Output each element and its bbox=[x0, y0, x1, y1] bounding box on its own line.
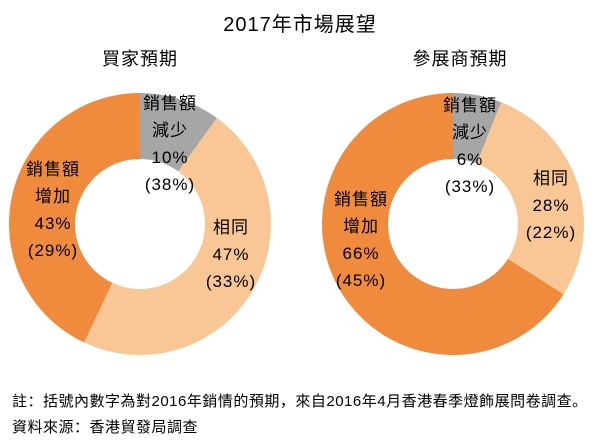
donut-segment-1-相同 bbox=[476, 102, 584, 295]
donut-segment-1-銷售額增加 bbox=[322, 93, 564, 356]
buyers-chart-title: 買家預期 bbox=[102, 49, 178, 69]
donut-segment-1-銷售額減少 bbox=[453, 93, 502, 164]
page-title: 2017年市場展望 bbox=[223, 14, 377, 36]
exhibitors-chart-title: 參展商預期 bbox=[412, 49, 508, 69]
donut-segment-0-銷售額減少 bbox=[140, 93, 217, 172]
source-text: 資料來源：香港貿發局調查 bbox=[12, 419, 199, 436]
donut-segment-0-相同 bbox=[84, 118, 271, 355]
note-text: 註：括號內數字為對2016年銷情的預期，來自2016年4月香港春季燈飾展問卷調查… bbox=[12, 393, 588, 410]
donut-segment-0-銷售額增加 bbox=[9, 93, 141, 343]
